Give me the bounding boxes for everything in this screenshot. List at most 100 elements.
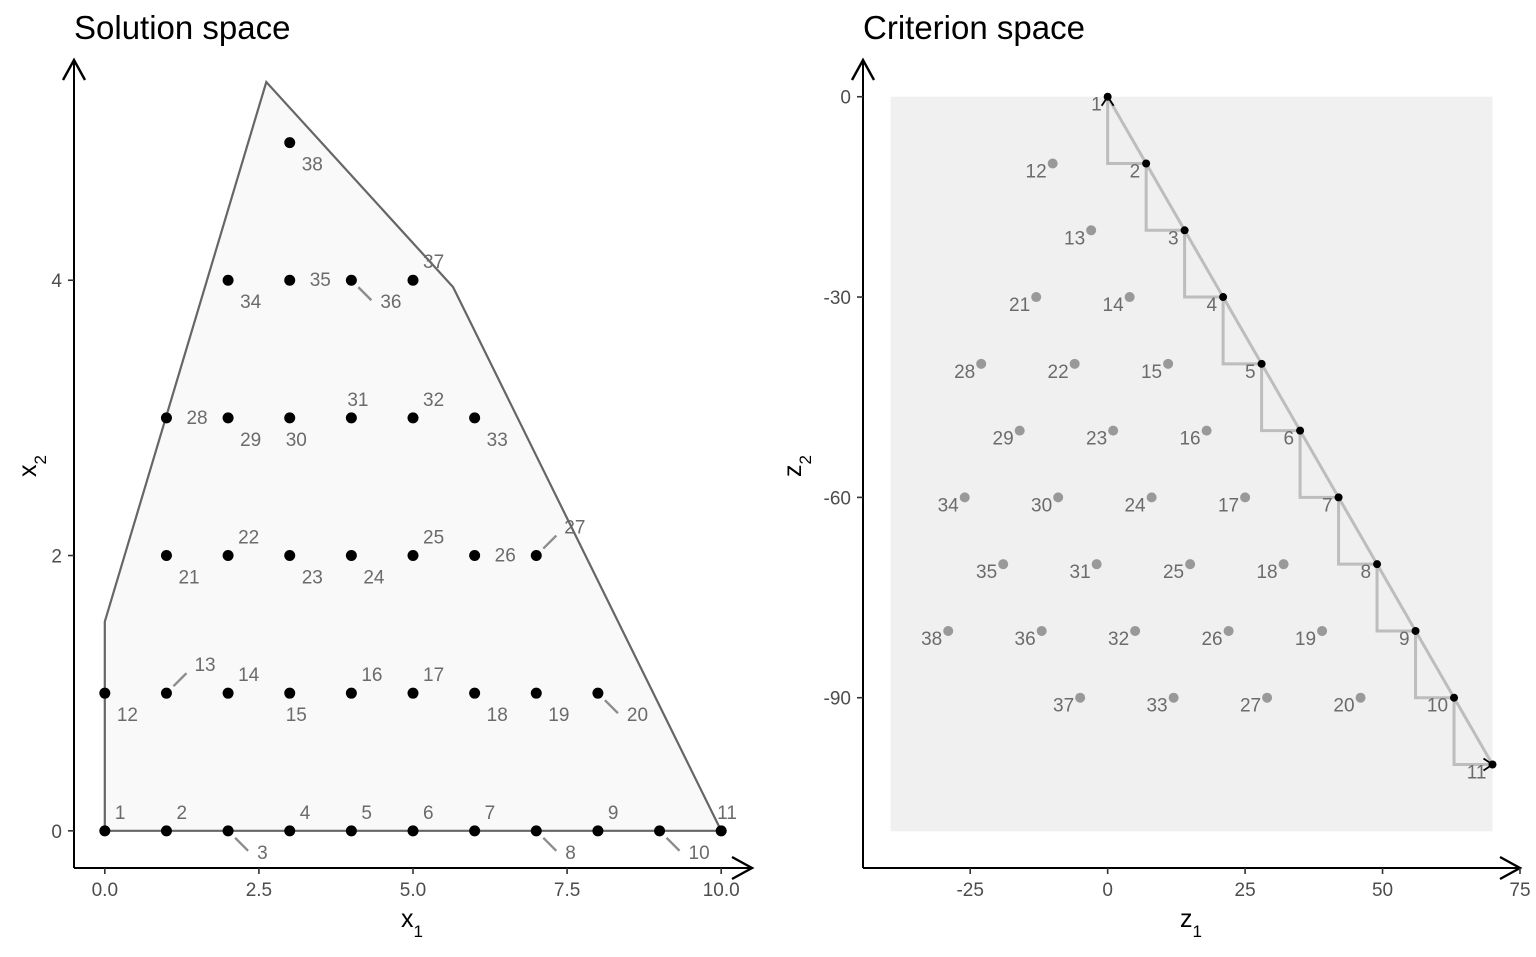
solution-point-label-30: 30 <box>286 430 307 451</box>
criterion-point-36 <box>1036 625 1047 636</box>
criterion-region <box>890 96 1493 832</box>
criterion-point-7 <box>1334 493 1343 502</box>
solution-y-axis-title: x2 <box>14 455 50 477</box>
criterion-point-24 <box>1146 492 1157 503</box>
criterion-point-label-27: 27 <box>1240 696 1261 717</box>
solution-point-label-17: 17 <box>423 665 444 686</box>
solution-point-9 <box>592 825 604 837</box>
leader-line-10 <box>665 836 681 852</box>
solution-point-14 <box>222 687 234 699</box>
criterion-x-tick-label: -25 <box>956 880 983 901</box>
solution-point-36 <box>345 274 357 286</box>
criterion-point-label-19: 19 <box>1295 629 1316 650</box>
criterion-point-label-8: 8 <box>1360 562 1371 583</box>
criterion-point-38 <box>943 625 954 636</box>
feasible-region-polygon <box>103 79 723 832</box>
solution-y-axis-arrow <box>61 57 87 81</box>
criterion-point-21 <box>1031 292 1042 303</box>
leader-line-8 <box>542 836 558 852</box>
criterion-point-20 <box>1355 692 1366 703</box>
solution-x-tick-label: 2.5 <box>246 880 272 901</box>
criterion-point-label-26: 26 <box>1201 629 1222 650</box>
criterion-point-37 <box>1075 692 1086 703</box>
solution-point-19 <box>530 687 542 699</box>
solution-point-6 <box>407 825 419 837</box>
criterion-point-18 <box>1278 559 1289 570</box>
solution-point-label-16: 16 <box>361 665 382 686</box>
criterion-point-28 <box>976 358 987 369</box>
solution-point-label-3: 3 <box>257 843 268 864</box>
solution-point-label-13: 13 <box>194 655 215 676</box>
criterion-space-title: Criterion space <box>863 9 1085 46</box>
criterion-point-label-21: 21 <box>1009 295 1030 316</box>
solution-point-30 <box>284 412 296 424</box>
criterion-point-8 <box>1373 560 1382 569</box>
leader-line-27 <box>542 534 558 550</box>
solution-space-title: Solution space <box>74 9 290 46</box>
solution-point-3 <box>222 825 234 837</box>
solution-point-33 <box>469 412 481 424</box>
solution-point-38 <box>284 137 296 149</box>
solution-point-label-19: 19 <box>548 705 569 726</box>
solution-point-label-37: 37 <box>423 252 444 273</box>
leader-line-20 <box>604 699 619 715</box>
criterion-point-label-24: 24 <box>1124 495 1146 516</box>
solution-point-label-12: 12 <box>117 705 138 726</box>
solution-point-label-32: 32 <box>423 390 444 411</box>
solution-point-label-2: 2 <box>176 803 187 824</box>
solution-point-7 <box>469 825 481 837</box>
solution-point-24 <box>345 550 357 562</box>
solution-points <box>99 137 727 837</box>
solution-point-20 <box>592 687 604 699</box>
solution-point-4 <box>284 825 296 837</box>
criterion-point-1 <box>1103 92 1112 101</box>
solution-point-label-11: 11 <box>717 803 737 824</box>
solution-point-16 <box>345 687 357 699</box>
solution-point-13 <box>160 687 172 699</box>
solution-point-label-27: 27 <box>564 518 585 539</box>
criterion-x-tick-label: 0 <box>1102 880 1113 901</box>
criterion-point-4 <box>1219 293 1228 302</box>
criterion-point-labels: 1234567891011121314151617181920212223242… <box>921 95 1486 784</box>
criterion-point-16 <box>1201 425 1212 436</box>
solution-point-label-18: 18 <box>487 705 508 726</box>
criterion-point-label-12: 12 <box>1026 162 1047 183</box>
solution-point-label-28: 28 <box>186 408 207 429</box>
feasible-region-layer <box>103 79 723 832</box>
solution-point-31 <box>345 412 357 424</box>
solution-point-35 <box>284 274 296 286</box>
criterion-point-14 <box>1124 292 1135 303</box>
criterion-point-label-35: 35 <box>976 562 997 583</box>
solution-point-label-33: 33 <box>487 430 508 451</box>
solution-point-25 <box>407 550 419 562</box>
solution-point-26 <box>469 550 481 562</box>
solution-point-label-20: 20 <box>627 705 648 726</box>
criterion-point-35 <box>998 559 1009 570</box>
solution-point-label-7: 7 <box>485 803 496 824</box>
criterion-point-label-18: 18 <box>1256 562 1277 583</box>
criterion-axes: -25 0 25 50 750-30-60-90 <box>824 57 1531 901</box>
criterion-point-25 <box>1185 559 1196 570</box>
criterion-x-tick-label: 25 <box>1235 880 1256 901</box>
solution-point-22 <box>222 550 234 562</box>
criterion-y-tick-label: -30 <box>824 288 851 309</box>
solution-point-label-21: 21 <box>178 568 199 589</box>
criterion-point-32 <box>1130 625 1141 636</box>
criterion-point-label-14: 14 <box>1103 295 1125 316</box>
criterion-point-label-3: 3 <box>1168 228 1179 249</box>
criterion-x-tick-label: 50 <box>1372 880 1393 901</box>
criterion-point-23 <box>1108 425 1119 436</box>
criterion-point-19 <box>1317 625 1328 636</box>
solution-point-1 <box>99 825 111 837</box>
criterion-point-label-32: 32 <box>1108 629 1129 650</box>
criterion-point-6 <box>1296 426 1305 435</box>
criterion-point-label-11: 11 <box>1467 762 1487 783</box>
solution-point-12 <box>99 687 111 699</box>
solution-point-label-36: 36 <box>380 292 401 313</box>
solution-y-tick-label: 0 <box>51 822 62 843</box>
solution-point-label-22: 22 <box>238 528 259 549</box>
criterion-region-layer <box>890 96 1493 832</box>
leader-line-13 <box>172 672 188 688</box>
